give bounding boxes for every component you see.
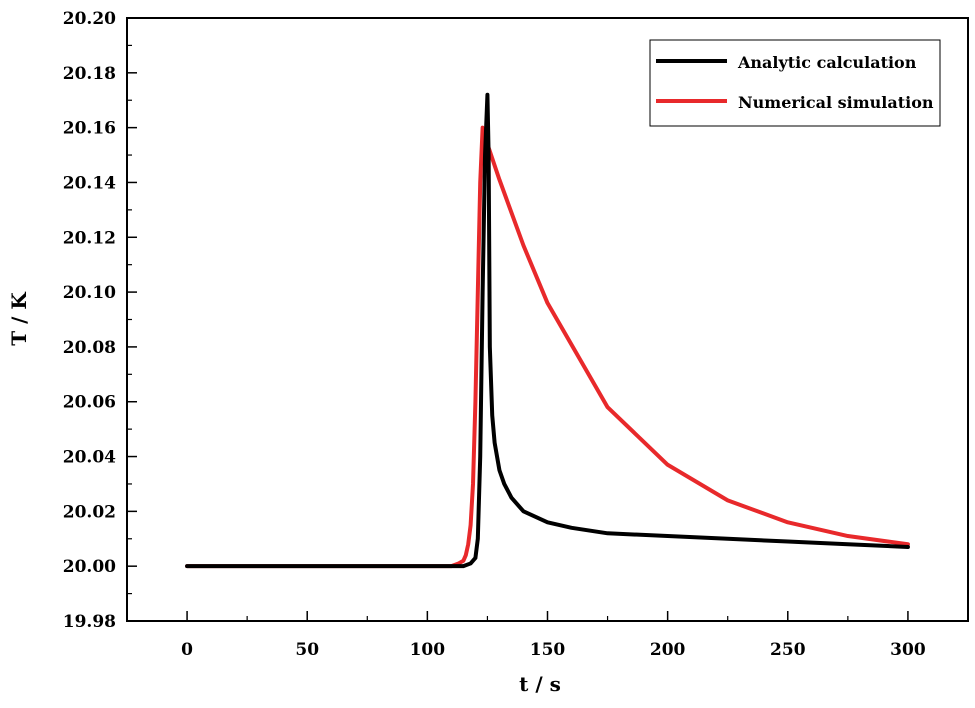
y-tick-label: 20.12 xyxy=(63,228,116,248)
x-tick-label: 300 xyxy=(890,640,926,660)
legend-label-analytic: Analytic calculation xyxy=(737,53,917,72)
y-tick-label: 20.16 xyxy=(63,119,116,139)
x-tick-label: 250 xyxy=(770,640,806,660)
legend: Analytic calculation Numerical simulatio… xyxy=(649,39,941,127)
y-axis-title: T / K xyxy=(7,292,31,346)
x-tick-label: 0 xyxy=(181,640,193,660)
legend-box xyxy=(649,39,941,127)
y-tick-label: 20.02 xyxy=(63,502,116,522)
x-axis: 0 50 100 150 200 250 300 xyxy=(126,611,969,660)
series-layer xyxy=(185,92,910,569)
y-tick-label: 20.04 xyxy=(63,448,116,468)
series-line-numerical xyxy=(185,125,910,569)
y-tick-label: 20.08 xyxy=(63,338,116,358)
y-tick-label: 20.20 xyxy=(63,9,116,29)
x-tick-label: 100 xyxy=(410,640,446,660)
y-tick-label: 20.14 xyxy=(63,173,116,193)
y-tick-label: 20.00 xyxy=(63,557,116,577)
series-line-analytic xyxy=(185,92,910,569)
x-tick-label: 50 xyxy=(295,640,319,660)
y-tick-label: 19.98 xyxy=(63,612,116,632)
y-tick-label: 20.10 xyxy=(63,283,116,303)
y-tick-label: 20.18 xyxy=(63,64,116,84)
legend-label-numerical: Numerical simulation xyxy=(738,93,934,112)
x-axis-title: t / s xyxy=(519,672,561,696)
y-tick-label: 20.06 xyxy=(63,393,116,413)
y-axis: 19.98 20.00 20.02 20.04 20.06 20.08 20.10 20.12… xyxy=(63,9,137,632)
x-tick-label: 150 xyxy=(530,640,566,660)
x-tick-label: 200 xyxy=(650,640,686,660)
